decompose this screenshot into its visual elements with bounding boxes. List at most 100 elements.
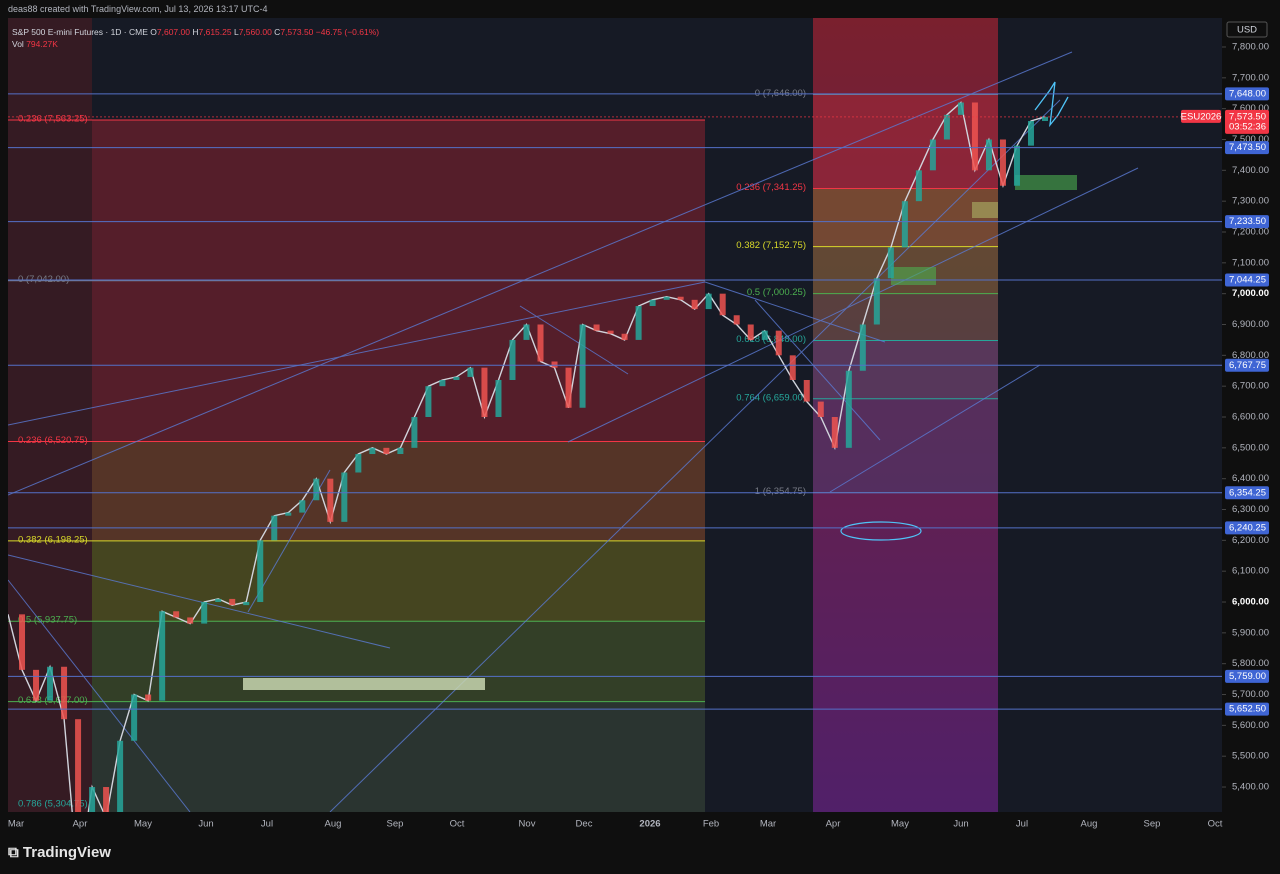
candle [761,330,768,340]
candle [957,102,964,115]
y-tick-label: 5,800.00 [1232,658,1269,669]
level-tag [1225,702,1269,716]
candle [985,139,992,171]
candle [537,324,544,362]
annotations [243,81,1077,690]
candle [747,324,754,340]
x-tick-label: Jul [1016,819,1028,830]
countdown: 03:52:36 [1229,121,1266,132]
level-tag [1225,669,1269,683]
fib-label: 0.5 (5,937.75) [18,615,77,626]
fib-label: 0.764 (6,659.00) [736,392,806,403]
currency-box [1226,21,1268,38]
fib-zone [813,340,998,399]
candle [621,333,628,340]
fib-label: 0.786 (5,304.75) [18,799,88,810]
ohlc-value: 7,615.25 [198,27,232,37]
y-tick-label: 7,600.00 [1232,103,1269,114]
candle [873,278,880,325]
candle [831,417,838,448]
candle [733,315,740,325]
candle [131,694,138,741]
fib-label: 0.382 (6,198.25) [18,534,88,545]
candle [663,296,670,300]
fib-zone [813,398,998,493]
level-tag [1225,486,1269,500]
volume: 794.27K [26,39,58,49]
candle [341,472,348,522]
fib-zone [813,94,998,189]
fib-zone [92,540,705,622]
candle [187,617,194,624]
ohlc-key: H [192,27,199,37]
candle [145,694,152,701]
candle [859,324,866,371]
candle [47,666,54,701]
level-label: 5,759.00 [1229,671,1266,682]
candle [467,367,474,377]
candle [89,787,96,812]
level-label: 7,648.00 [1229,88,1266,99]
y-tick-label: 7,700.00 [1232,72,1269,83]
candle [719,293,726,316]
y-tick-label: 6,700.00 [1232,381,1269,392]
y-tick-label: 7,000.00 [1232,288,1269,299]
last-price-tag [1225,109,1269,134]
ohlc-value: 7,607.00 [156,27,190,37]
candle [999,139,1006,186]
fib-zone [813,293,998,341]
candle [159,611,166,701]
candle [593,324,600,331]
ohlc-key: L [233,27,239,37]
level-label: 5,652.50 [1229,704,1266,715]
candle [103,787,110,812]
y-tick-label: 6,000.00 [1232,597,1269,608]
candle [943,114,950,140]
y-tick-label: 6,500.00 [1232,442,1269,453]
candle [929,139,936,171]
candle [369,447,376,455]
candle [313,478,320,501]
y-tick-label: 7,300.00 [1232,196,1269,207]
candle [201,602,208,624]
candle [397,447,404,455]
candle [229,598,236,606]
candle [1042,116,1048,121]
ohlc-value: 7,573.50 [280,27,314,37]
y-tick-label: 7,400.00 [1232,165,1269,176]
level-label: 7,473.50 [1229,142,1266,153]
candle [439,380,446,387]
y-tick-label: 6,400.00 [1232,473,1269,484]
candle [901,201,908,248]
candle [453,376,460,381]
fib-zone [92,280,705,442]
x-tick-label: Jul [261,819,273,830]
x-tick-label: Mar [760,819,776,830]
candle [33,669,40,701]
level-label: 6,354.25 [1229,487,1266,498]
x-tick-label: Oct [450,819,465,830]
candle [887,247,894,279]
y-tick-label: 5,900.00 [1232,627,1269,638]
brand: TradingView [22,844,111,861]
x-tick-label: Feb [703,819,719,830]
x-tick-label: Apr [73,819,88,830]
fib-label: 0.236 (6,520.75) [18,435,88,446]
candle [915,170,922,202]
level-label: 7,044.25 [1229,275,1266,286]
level-tag [1225,521,1269,535]
candle [789,355,796,381]
x-tick-label: Sep [1144,819,1161,830]
candle [677,296,684,300]
last-price-label: 7,573.50 [1229,111,1266,122]
x-tick-label: Apr [826,819,841,830]
fib-label: 0.382 (7,152.75) [736,240,806,251]
level-tag [1225,141,1269,155]
candle [299,500,306,513]
level-label: 6,767.75 [1229,360,1266,371]
candle [775,330,782,356]
candle [61,666,68,720]
candle [327,478,334,522]
y-tick-label: 5,400.00 [1232,782,1269,793]
y-tick-label: 6,100.00 [1232,566,1269,577]
